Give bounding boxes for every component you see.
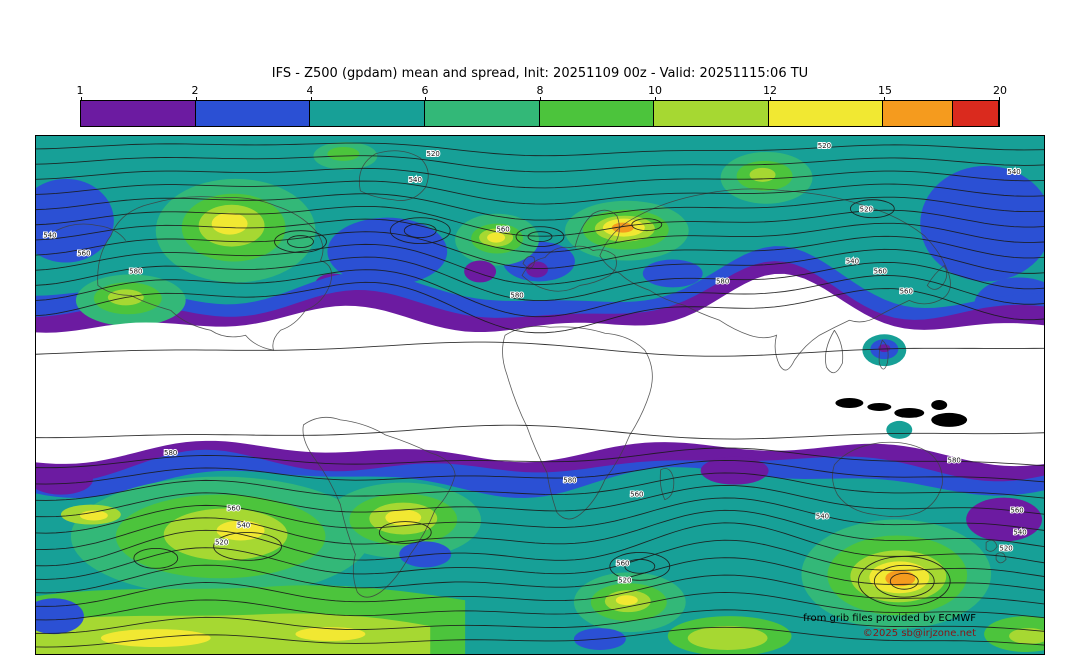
colorbar-tick-mark bbox=[81, 97, 82, 101]
colorbar-tick-mark bbox=[654, 97, 656, 101]
colorbar-segment bbox=[539, 101, 655, 126]
colorbar-tick-mark bbox=[999, 97, 1000, 101]
contour-label: 520 bbox=[618, 576, 631, 584]
attribution-copyright: ©2025 sb@irjzone.net bbox=[862, 628, 976, 639]
contour-label: 580 bbox=[164, 449, 177, 457]
contour-label: 520 bbox=[818, 142, 831, 150]
colorbar-tick-label: 8 bbox=[536, 84, 544, 97]
contour-label: 560 bbox=[227, 505, 240, 513]
contour-label: 520 bbox=[999, 544, 1012, 552]
colorbar-tick-mark bbox=[425, 97, 427, 101]
contour-label: 540 bbox=[1013, 528, 1026, 536]
contour-closed-lows bbox=[133, 199, 951, 607]
colorbar-ticks: 1 2 4 6 8 10 12 15 20 bbox=[76, 84, 1008, 97]
contour-label: 520 bbox=[215, 538, 228, 546]
colorbar-segment bbox=[952, 101, 999, 126]
colorbar-segment bbox=[81, 101, 196, 126]
colorbar-tick-mark bbox=[195, 97, 197, 101]
page-title: IFS - Z500 (gpdam) mean and spread, Init… bbox=[271, 66, 809, 81]
spread-colorbar: 1 2 4 6 8 10 12 15 20 bbox=[76, 84, 1008, 127]
contour-label: 560 bbox=[77, 250, 90, 258]
contour-label: 520 bbox=[860, 206, 873, 214]
contour-label: 520 bbox=[427, 150, 440, 158]
contour-label: 540 bbox=[409, 176, 422, 184]
contour-label: 540 bbox=[846, 258, 859, 266]
colorbar-tick-mark bbox=[769, 97, 771, 101]
z500-map: 540 560 580 520 540 560 580 520 520 540 560 540 560 5… bbox=[35, 135, 1045, 655]
contour-label: 560 bbox=[616, 559, 629, 567]
contour-label: 540 bbox=[816, 513, 829, 521]
attribution-source: from grib files provided by ECMWF bbox=[803, 613, 976, 624]
contour-labels-layer: 5405605805205405605805205205405605405605… bbox=[42, 141, 1027, 585]
colorbar-tick-mark bbox=[884, 97, 886, 101]
colorbar-tick-label: 20 bbox=[993, 84, 1007, 97]
contour-label: 580 bbox=[129, 267, 142, 275]
contour-label: 580 bbox=[716, 277, 729, 285]
contour-label: 580 bbox=[948, 457, 961, 465]
colorbar-tick-label: 6 bbox=[421, 84, 429, 97]
contour-label: 560 bbox=[496, 226, 509, 234]
contour-label: 540 bbox=[1007, 168, 1020, 176]
colorbar-segment bbox=[654, 101, 769, 126]
contour-lines-layer bbox=[36, 142, 1044, 648]
coastlines-layer bbox=[55, 150, 1007, 598]
colorbar-tick-mark bbox=[310, 97, 312, 101]
colorbar-segment bbox=[310, 101, 425, 126]
contour-label: 560 bbox=[1010, 507, 1023, 515]
colorbar-segment bbox=[424, 101, 540, 126]
contour-label: 560 bbox=[900, 287, 913, 295]
colorbar-bar bbox=[80, 97, 1000, 127]
colorbar-tick-mark bbox=[540, 97, 541, 101]
colorbar-tick-label: 12 bbox=[763, 84, 777, 97]
colorbar-tick-label: 2 bbox=[191, 84, 199, 97]
colorbar-tick-label: 1 bbox=[76, 84, 84, 97]
colorbar-segment bbox=[768, 101, 884, 126]
north-coastal-green-blobs bbox=[75, 274, 186, 327]
contour-label: 560 bbox=[630, 491, 643, 499]
colorbar-tick-label: 10 bbox=[648, 84, 662, 97]
colorbar-segment bbox=[195, 101, 311, 126]
contour-label: 540 bbox=[43, 232, 56, 240]
z500-map-svg: 5405605805205405605805205205405605405605… bbox=[36, 136, 1044, 654]
tropics-white-band bbox=[36, 273, 1044, 467]
contour-label: 560 bbox=[874, 267, 887, 275]
colorbar-segment bbox=[883, 101, 953, 126]
contour-label: 580 bbox=[563, 477, 576, 485]
contour-label: 580 bbox=[510, 291, 523, 299]
colorbar-tick-label: 4 bbox=[306, 84, 314, 97]
colorbar-tick-label: 15 bbox=[878, 84, 892, 97]
contour-label: 540 bbox=[237, 521, 250, 529]
